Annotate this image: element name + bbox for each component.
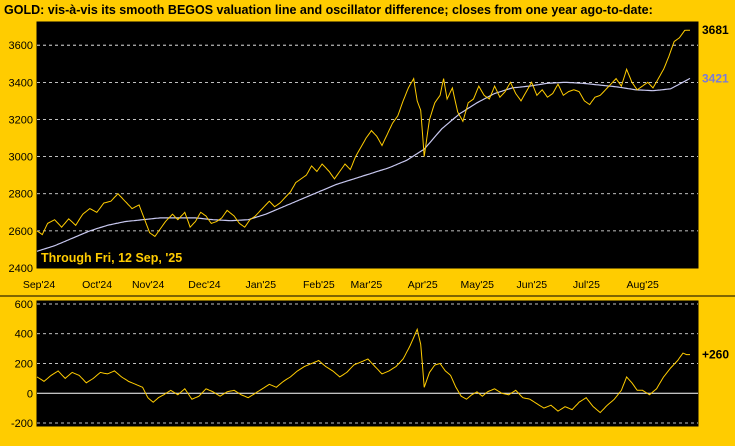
x-tick-label: Jun'25 <box>517 279 548 291</box>
oscillator-y-tick-label: 400 <box>15 329 33 341</box>
valuation-end-label: 3421 <box>702 71 729 85</box>
oscillator-y-tick-label: -200 <box>11 418 33 430</box>
x-tick-label: Dec'24 <box>188 279 221 291</box>
x-tick-label: Feb'25 <box>303 279 335 291</box>
x-tick-label: Nov'24 <box>132 279 165 291</box>
x-tick-label: Mar'25 <box>350 279 382 291</box>
price-y-tick-label: 2400 <box>9 263 33 275</box>
price-y-tick-label: 2600 <box>9 226 33 238</box>
date-annotation: Through Fri, 12 Sep, '25 <box>41 251 182 265</box>
x-tick-label: May'25 <box>461 279 495 291</box>
price-line <box>36 29 690 238</box>
x-tick-label: Oct'24 <box>82 279 112 291</box>
oscillator-y-tick-label: 600 <box>15 299 33 311</box>
price-y-tick-label: 3400 <box>9 77 33 89</box>
chart-title: GOLD: vis-à-vis its smooth BEGOS valuati… <box>4 3 653 17</box>
price-y-tick-label: 3000 <box>9 152 33 164</box>
x-tick-label: Jul'25 <box>573 279 600 291</box>
oscillator-line <box>36 327 690 414</box>
x-tick-label: Aug'25 <box>627 279 660 291</box>
x-tick-label: Sep'24 <box>23 279 56 291</box>
x-tick-label: Apr'25 <box>408 279 438 291</box>
oscillator-y-tick-label: 0 <box>27 388 33 400</box>
price-y-tick-label: 2800 <box>9 189 33 201</box>
oscillator-panel: 600 400 200 0 -200 +260 <box>11 299 729 430</box>
price-end-label: 3681 <box>702 23 729 37</box>
oscillator-y-tick-label: 200 <box>15 359 33 371</box>
price-panel: 2400 2600 2800 3000 3200 3400 3600 Sep'24 Oct'24… <box>0 21 735 297</box>
x-tick-label: Jan'25 <box>245 279 276 291</box>
price-y-tick-label: 3200 <box>9 114 33 126</box>
price-y-tick-label: 3600 <box>9 40 33 52</box>
oscillator-end-label: +260 <box>702 348 729 362</box>
valuation-line <box>36 77 691 252</box>
